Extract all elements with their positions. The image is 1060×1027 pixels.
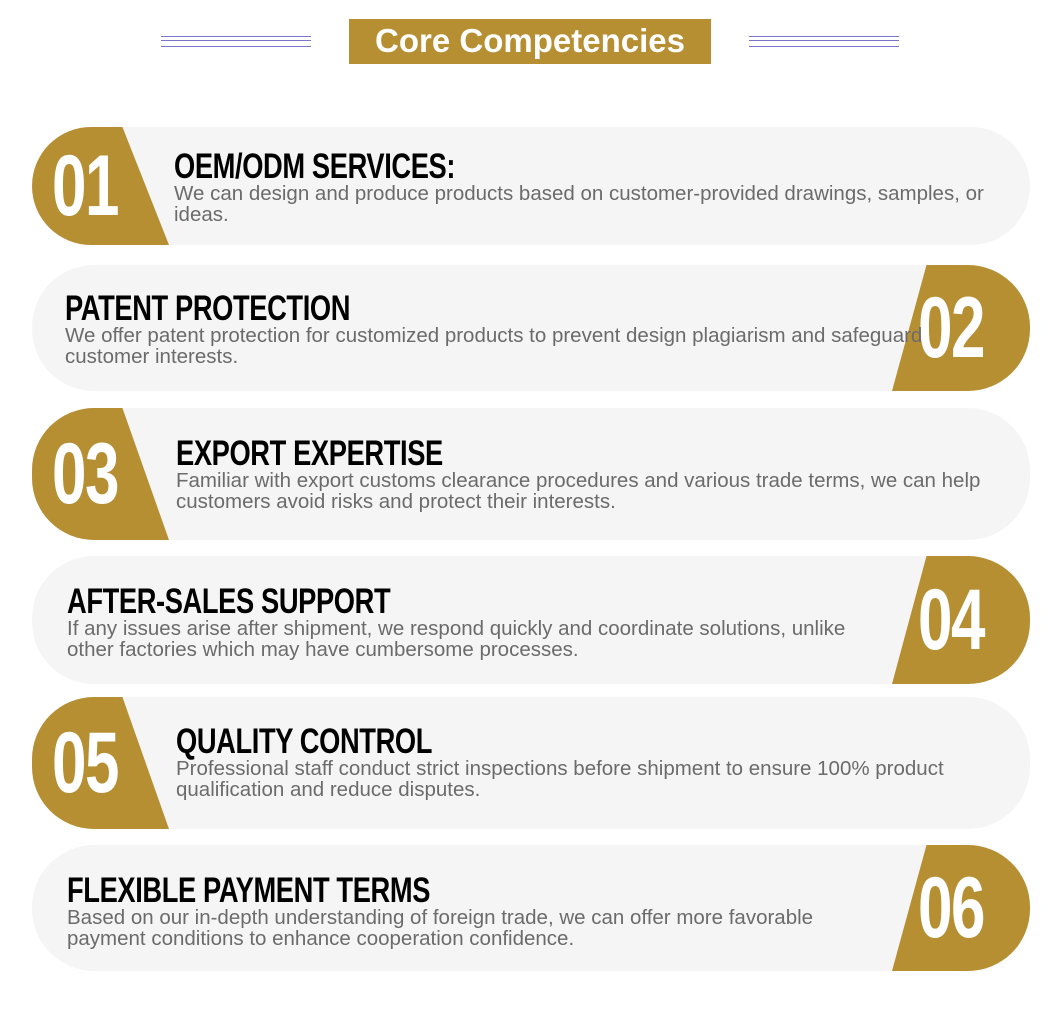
number-badge: 03 <box>32 408 169 540</box>
card-text: Professional staff conduct strict inspec… <box>176 757 944 801</box>
number: 04 <box>918 572 985 668</box>
card-text: We offer patent protection for customize… <box>65 324 923 368</box>
card-text: We can design and produce products based… <box>174 182 984 226</box>
competency-card-4: 04 AFTER-SALES SUPPORT If any issues aris… <box>32 556 1030 684</box>
number-badge: 05 <box>32 697 169 829</box>
card-title: AFTER-SALES SUPPORT <box>67 582 391 621</box>
competency-card-3: 03 EXPORT EXPERTISE Familiar with export … <box>32 408 1030 540</box>
number: 06 <box>918 860 985 956</box>
card-text: Familiar with export customs clearance p… <box>176 469 981 513</box>
card-title: OEM/ODM SERVICES: <box>174 147 456 186</box>
number: 03 <box>52 426 119 522</box>
card-title: FLEXIBLE PAYMENT TERMS <box>67 871 431 910</box>
decorative-rule-left <box>161 36 311 47</box>
competency-card-1: 01 OEM/ODM SERVICES: We can design and pr… <box>32 127 1030 245</box>
number-badge: 04 <box>892 556 1030 684</box>
page-title: Core Competencies <box>349 19 711 64</box>
card-text: If any issues arise after shipment, we r… <box>67 617 846 661</box>
number-badge: 02 <box>892 265 1030 391</box>
number: 05 <box>52 715 119 811</box>
card-title: EXPORT EXPERTISE <box>176 434 443 473</box>
number-badge: 01 <box>32 127 169 245</box>
number: 02 <box>918 280 985 376</box>
competency-card-5: 05 QUALITY CONTROL Professional staff con… <box>32 697 1030 829</box>
competency-card-2: 02 PATENT PROTECTION We offer patent prot… <box>32 265 1030 391</box>
number: 01 <box>52 138 119 234</box>
number-badge: 06 <box>892 845 1030 971</box>
competency-card-6: 06 FLEXIBLE PAYMENT TERMS Based on our in… <box>32 845 1030 971</box>
card-text: Based on our in-depth understanding of f… <box>67 906 814 950</box>
decorative-rule-right <box>749 36 899 47</box>
card-title: QUALITY CONTROL <box>176 722 433 761</box>
card-title: PATENT PROTECTION <box>65 289 351 328</box>
